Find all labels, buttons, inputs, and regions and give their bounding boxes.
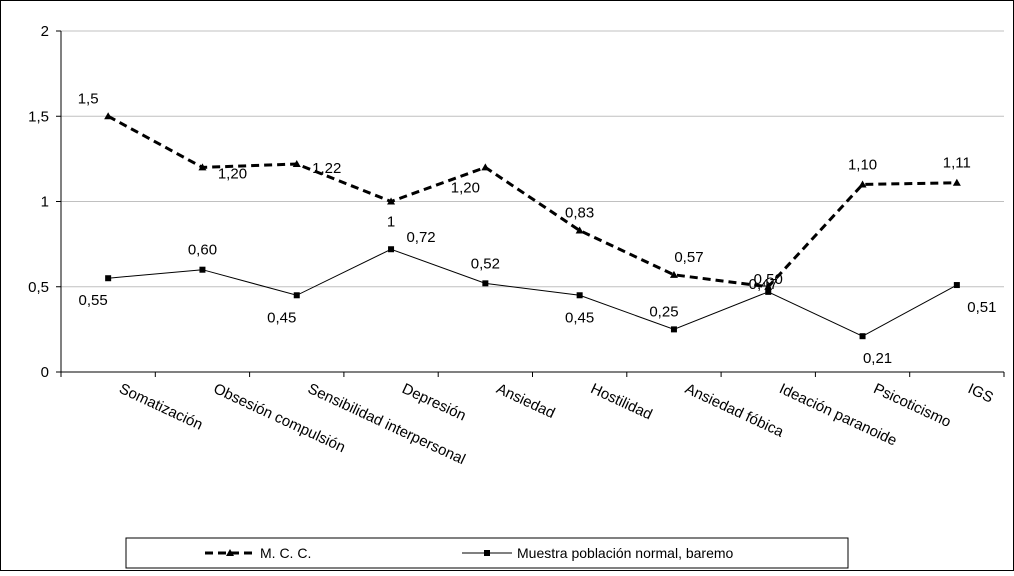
data-point-triangle — [575, 226, 584, 234]
y-tick-label: 1 — [41, 194, 49, 211]
y-tick-label: 0 — [41, 364, 49, 381]
data-point-square — [670, 326, 677, 333]
data-point-triangle — [858, 180, 867, 188]
data-label: 0,60 — [188, 242, 217, 259]
y-tick-labels: 0 0,5 1 1,5 2 — [28, 23, 49, 381]
series-line — [108, 248, 958, 337]
data-point-triangle — [292, 159, 301, 167]
series-group — [104, 112, 961, 340]
legend-label: M. C. C. — [260, 545, 311, 561]
data-point-square — [765, 288, 772, 295]
data-point-triangle — [952, 178, 961, 186]
data-point-triangle — [764, 282, 773, 290]
data-label: 0,83 — [565, 204, 594, 221]
data-label: 1,10 — [848, 156, 877, 173]
data-label: 1,11 — [943, 155, 971, 172]
data-label: 0,72 — [406, 229, 435, 246]
y-tick-label: 2 — [41, 23, 49, 40]
data-label: 1,22 — [312, 160, 341, 177]
data-point-square — [859, 333, 866, 340]
data-label: 0,55 — [79, 292, 108, 309]
data-point-triangle — [481, 163, 490, 171]
data-label: 1,20 — [451, 179, 480, 196]
data-label: 0,52 — [471, 255, 500, 272]
data-point-square — [576, 292, 583, 299]
data-point-square — [388, 246, 395, 253]
data-point-triangle — [387, 197, 396, 205]
data-point-square — [482, 280, 489, 287]
legend-marker-square — [484, 550, 490, 556]
data-label: 0,25 — [649, 303, 678, 320]
legend: M. C. C. Muestra población normal, baremo — [125, 537, 849, 569]
data-point-square — [105, 275, 112, 282]
data-label: 1,5 — [78, 90, 99, 107]
data-point-square — [199, 266, 206, 273]
data-point-triangle — [669, 270, 678, 278]
data-labels: 1,5 1,20 1,22 1 1,20 0,83 0,57 0,50 1,10 1,11 0,55… — [78, 90, 997, 367]
data-point-square — [953, 282, 960, 289]
data-label: 0,21 — [863, 350, 892, 367]
data-label: 0,51 — [967, 299, 996, 316]
axes — [56, 30, 1005, 377]
data-label: 0,45 — [267, 309, 296, 326]
data-point-triangle — [104, 112, 113, 120]
data-label: 0,47 — [749, 276, 778, 293]
data-point-triangle — [198, 163, 207, 171]
series-line — [107, 114, 957, 289]
data-label: 0,57 — [674, 249, 703, 266]
y-tick-label: 0,5 — [28, 279, 49, 296]
data-label: 1 — [387, 214, 395, 231]
data-label: 1,20 — [218, 165, 247, 182]
y-tick-label: 1,5 — [28, 108, 49, 125]
legend-marker-triangle — [226, 549, 234, 556]
legend-label: Muestra población normal, baremo — [517, 545, 734, 561]
data-point-square — [293, 292, 300, 299]
data-label: 0,50 — [754, 271, 783, 288]
data-label: 0,45 — [565, 309, 594, 326]
